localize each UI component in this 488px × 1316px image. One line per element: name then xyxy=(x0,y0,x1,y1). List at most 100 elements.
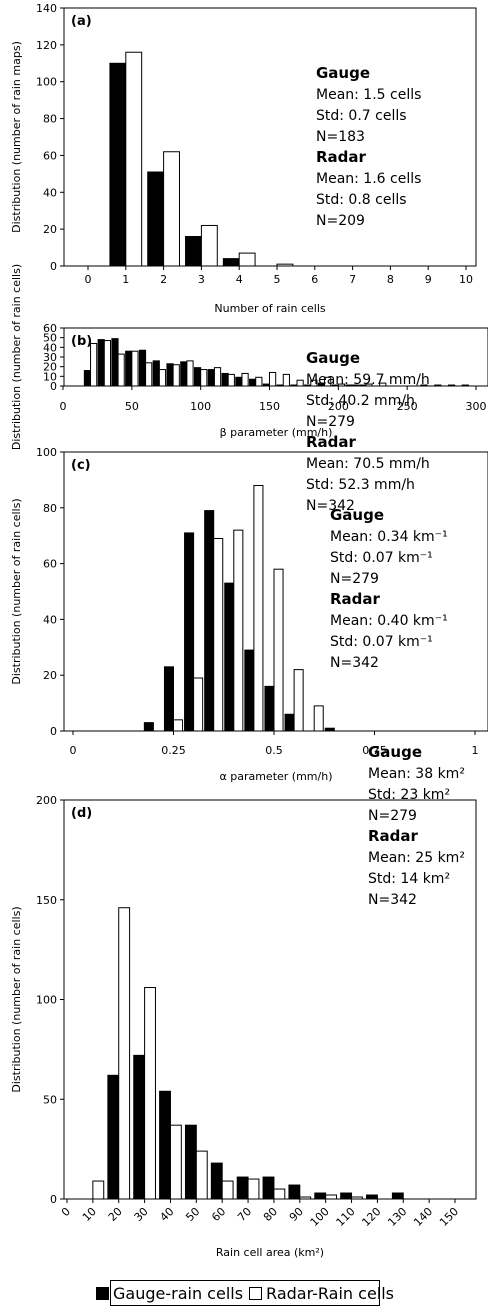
bar-gauge xyxy=(262,1176,275,1200)
stats-line: N=279 xyxy=(368,808,417,824)
y-tick-label: 120 xyxy=(36,39,57,52)
x-axis-label: Number of rain cells xyxy=(214,302,325,315)
bar-radar xyxy=(461,384,469,387)
bar-radar xyxy=(276,263,294,267)
bar-radar xyxy=(144,987,156,1200)
bar-radar xyxy=(324,376,332,387)
stats-title: Gauge xyxy=(316,64,370,82)
stats-line: Std: 0.07 km⁻¹ xyxy=(330,634,433,650)
bar-radar xyxy=(221,1180,234,1200)
stats-line: Mean: 1.5 cells xyxy=(316,87,421,103)
stats-line: N=279 xyxy=(306,414,355,430)
x-tick-label: 140 xyxy=(411,1205,435,1229)
x-axis-label: α parameter (mm/h) xyxy=(219,770,332,783)
bar-gauge xyxy=(221,372,229,387)
panel-label: (c) xyxy=(71,458,91,473)
bar-gauge xyxy=(125,350,133,387)
x-tick-label: 6 xyxy=(311,273,318,286)
bar-radar xyxy=(125,51,143,267)
bar-gauge xyxy=(210,1162,223,1200)
bar-gauge xyxy=(185,236,202,267)
bar-gauge xyxy=(288,1184,301,1200)
stats-line: Mean: 0.34 km⁻¹ xyxy=(330,529,448,545)
bar-radar xyxy=(351,384,359,387)
bar-gauge xyxy=(236,1176,249,1200)
bar-gauge xyxy=(147,171,165,267)
bar-gauge xyxy=(143,722,154,732)
x-tick-label: 0 xyxy=(59,1205,73,1219)
y-tick-label: 0 xyxy=(50,1193,57,1206)
y-tick-label: 40 xyxy=(43,186,57,199)
bar-radar xyxy=(238,252,256,267)
bar-radar xyxy=(200,369,208,387)
bar-radar xyxy=(273,568,284,732)
x-tick-label: 1 xyxy=(122,273,129,286)
chart-panel-3: 0 20 40 60 80 100 0 0.25 0.5 0.75 1 (c) α parameter … xyxy=(10,446,488,783)
y-tick-label: 30 xyxy=(43,351,57,364)
stats-line: N=342 xyxy=(306,498,355,514)
x-tick-label: 5 xyxy=(274,273,281,286)
stats-line: Std: 14 km² xyxy=(368,871,450,887)
y-tick-label: 140 xyxy=(36,2,57,15)
bar-radar xyxy=(337,383,346,387)
x-tick-label: 60 xyxy=(209,1205,228,1224)
y-tick-label: 20 xyxy=(43,669,57,682)
stats-line: N=342 xyxy=(330,655,379,671)
bar-gauge xyxy=(262,383,270,387)
stats-line: Std: 40.2 mm/h xyxy=(306,393,415,409)
bar-gauge xyxy=(184,1124,197,1200)
legend-swatch-radar xyxy=(249,1286,263,1300)
y-tick-label: 200 xyxy=(36,794,57,807)
bar-radar xyxy=(169,1124,182,1200)
stats-line: Std: 0.7 cells xyxy=(316,108,407,124)
x-tick-label: 100 xyxy=(308,1205,332,1229)
bar-radar xyxy=(172,364,180,387)
y-tick-label: 60 xyxy=(43,149,57,162)
stats-line: Std: 52.3 mm/h xyxy=(306,477,415,493)
y-tick-label: 50 xyxy=(43,1093,57,1106)
y-tick-label: 0 xyxy=(50,725,57,738)
panel-label: (b) xyxy=(71,334,92,349)
bar-radar xyxy=(269,371,277,387)
bar-gauge xyxy=(163,666,175,732)
bar-gauge xyxy=(133,1054,146,1200)
bar-radar xyxy=(253,484,264,732)
stats-line: Mean: 38 km² xyxy=(368,766,465,782)
bar-radar xyxy=(118,907,131,1200)
bar-radar xyxy=(163,151,180,267)
bar-gauge xyxy=(207,369,215,387)
panel-label: (a) xyxy=(71,14,92,29)
x-tick-label: 120 xyxy=(359,1205,383,1229)
bar-radar xyxy=(447,384,456,387)
bar-radar xyxy=(90,342,98,387)
y-tick-label: 60 xyxy=(43,322,57,335)
chart-panel-1: 0 20 40 60 80 100 120 140 0 1 2 3 4 5 6 7 8 9 10 (a) Number … xyxy=(10,2,477,315)
x-tick-label: 70 xyxy=(235,1205,254,1224)
stats-title: Radar xyxy=(306,433,357,451)
bar-radar xyxy=(434,384,442,387)
bar-radar xyxy=(310,379,318,387)
bar-gauge xyxy=(290,384,298,387)
y-tick-label: 50 xyxy=(43,332,57,345)
x-axis-label: β parameter (mm/h) xyxy=(220,426,333,439)
stats-line: Mean: 1.6 cells xyxy=(316,171,421,187)
bar-radar xyxy=(379,382,387,387)
legend-label-gauge: Gauge-rain cells xyxy=(113,1283,244,1303)
legend-item-gauge: Gauge-rain cells xyxy=(96,1284,243,1303)
x-tick-label: 0.5 xyxy=(265,744,283,757)
bar-radar xyxy=(255,376,263,387)
bar-gauge xyxy=(138,349,147,387)
y-tick-label: 100 xyxy=(36,994,57,1007)
stats-title: Radar xyxy=(316,148,367,166)
x-tick-label: 40 xyxy=(157,1205,176,1224)
bar-radar xyxy=(195,1150,208,1200)
bar-radar xyxy=(131,350,139,387)
x-tick-label: 100 xyxy=(190,400,211,413)
bar-gauge xyxy=(159,1090,171,1200)
legend: Gauge-rain cells Radar-Rain cells xyxy=(96,1280,394,1306)
bar-radar xyxy=(273,1188,286,1200)
bar-radar xyxy=(193,677,204,732)
bar-radar xyxy=(296,379,304,387)
stats-line: Std: 0.8 cells xyxy=(316,192,407,208)
x-tick-label: 0 xyxy=(70,744,77,757)
